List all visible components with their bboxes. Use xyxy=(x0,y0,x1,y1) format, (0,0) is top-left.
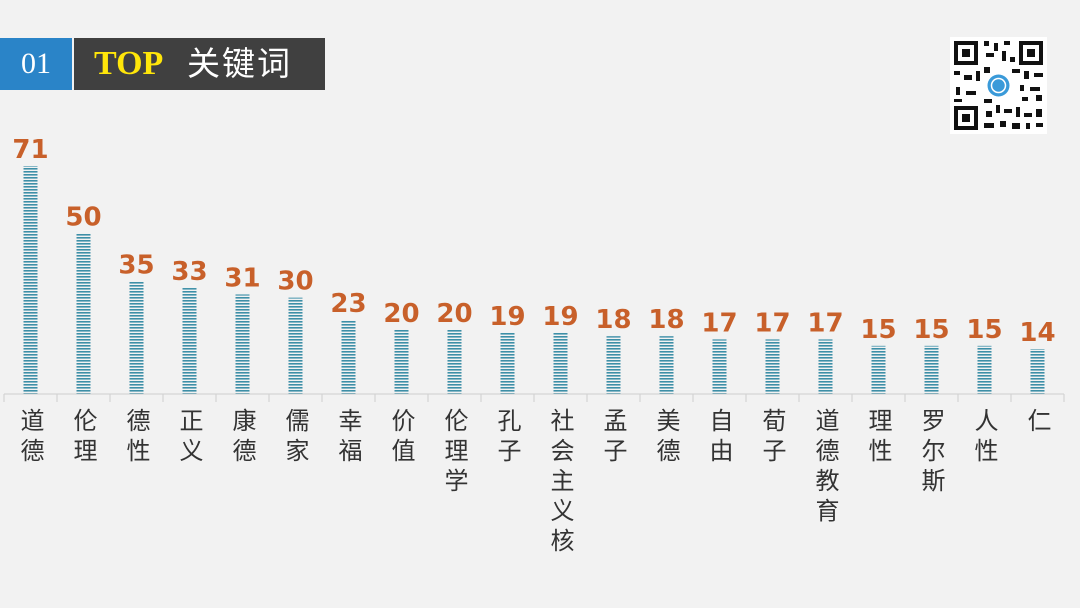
value-label: 18 xyxy=(595,305,631,335)
bar xyxy=(23,166,38,394)
title-top-text: TOP xyxy=(94,45,164,82)
value-label: 71 xyxy=(12,135,48,165)
bar xyxy=(765,339,780,394)
value-label: 33 xyxy=(171,257,207,287)
value-label: 20 xyxy=(436,299,472,329)
bar xyxy=(818,339,833,394)
bar xyxy=(924,345,939,394)
value-label: 30 xyxy=(277,267,313,297)
bar xyxy=(659,336,674,394)
bar xyxy=(76,233,91,394)
qr-code-icon xyxy=(950,37,1047,134)
value-label: 15 xyxy=(860,315,896,345)
value-label: 14 xyxy=(1019,318,1055,348)
category-label: 德性 xyxy=(122,408,150,468)
value-label: 17 xyxy=(754,308,790,338)
value-label: 35 xyxy=(118,251,154,281)
value-label: 23 xyxy=(330,289,366,319)
section-header: 01 TOP 关键词 xyxy=(0,38,325,90)
category-label: 儒家 xyxy=(281,408,309,468)
bar xyxy=(394,329,409,394)
category-label: 正义 xyxy=(175,408,203,468)
category-label: 价值 xyxy=(387,408,415,468)
value-label: 17 xyxy=(701,308,737,338)
category-label: 美德 xyxy=(652,408,680,468)
bar xyxy=(871,345,886,394)
section-number: 01 xyxy=(0,38,72,90)
bar xyxy=(341,320,356,394)
category-label: 道德教育 xyxy=(811,408,839,528)
category-label: 罗尔斯 xyxy=(917,408,945,498)
value-label: 15 xyxy=(966,315,1002,345)
category-label: 康德 xyxy=(228,408,256,468)
value-label: 15 xyxy=(913,315,949,345)
category-label: 人性 xyxy=(970,408,998,468)
value-label: 20 xyxy=(383,299,419,329)
value-label: 17 xyxy=(807,308,843,338)
category-label: 荀子 xyxy=(758,408,786,468)
category-label: 幸福 xyxy=(334,408,362,468)
title-box: TOP 关键词 xyxy=(74,38,325,90)
category-label: 伦理学 xyxy=(440,408,468,498)
value-label: 50 xyxy=(65,202,101,232)
bar xyxy=(129,281,144,394)
bar xyxy=(606,336,621,394)
category-label: 孔子 xyxy=(493,408,521,468)
bar xyxy=(235,294,250,394)
category-label: 仁 xyxy=(1023,408,1051,438)
value-label: 31 xyxy=(224,263,260,293)
value-label: 19 xyxy=(489,302,525,332)
bar xyxy=(553,332,568,394)
category-label: 社会主义核 xyxy=(546,408,574,558)
value-label: 19 xyxy=(542,302,578,332)
category-label: 孟子 xyxy=(599,408,627,468)
bar xyxy=(182,288,197,394)
bar xyxy=(288,297,303,394)
title-keywords-text: 关键词 xyxy=(187,44,292,83)
bar xyxy=(500,332,515,394)
value-label: 18 xyxy=(648,305,684,335)
category-label: 自由 xyxy=(705,408,733,468)
bar xyxy=(447,329,462,394)
bar xyxy=(977,345,992,394)
bar xyxy=(1030,349,1045,394)
category-label: 伦理 xyxy=(69,408,97,468)
bar xyxy=(712,339,727,394)
category-label: 道德 xyxy=(16,408,44,468)
category-label: 理性 xyxy=(864,408,892,468)
